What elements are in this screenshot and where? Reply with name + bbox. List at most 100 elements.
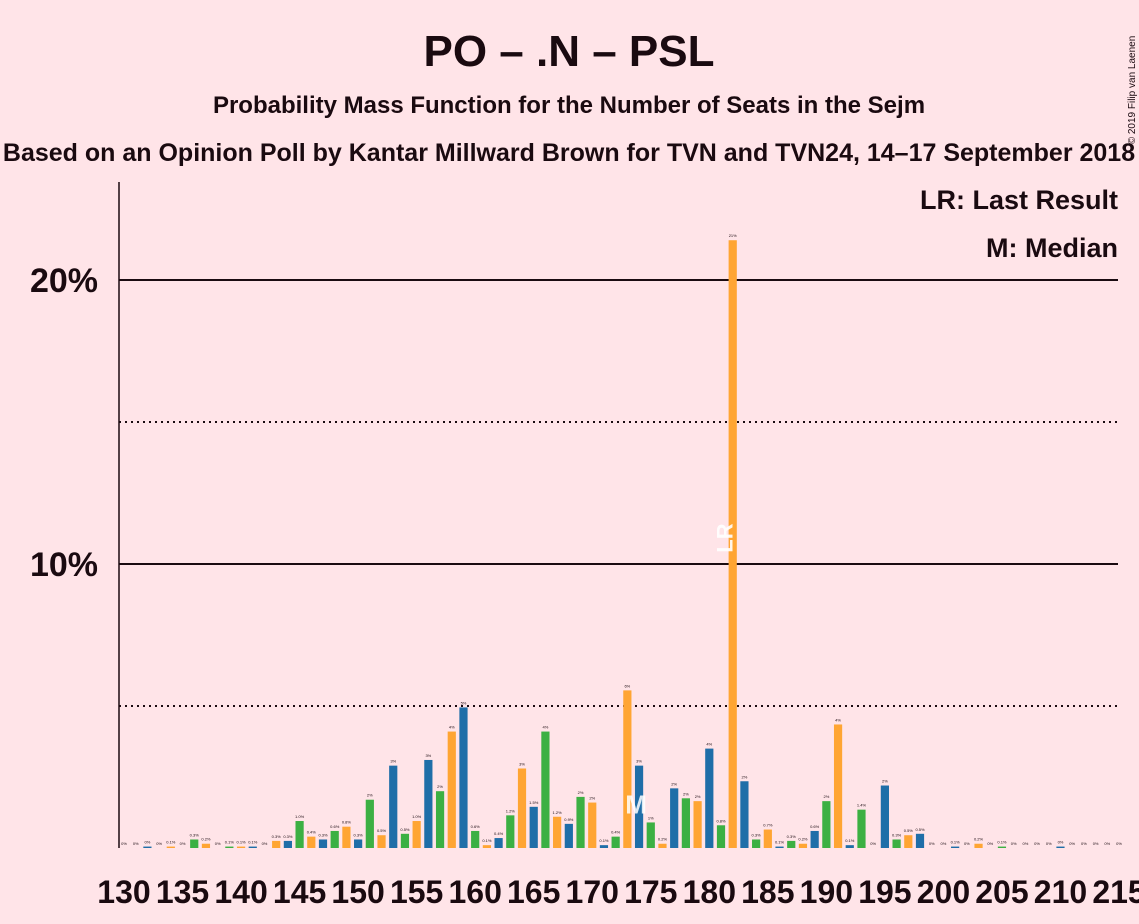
bar-data-label: 0%: [180, 841, 186, 846]
x-tick-label: 215: [1092, 874, 1139, 910]
bar-data-label: 2%: [578, 790, 584, 795]
bar: [634, 765, 644, 848]
bar-data-label: 5%: [461, 700, 467, 705]
bar-data-label: 0.3%: [283, 834, 293, 839]
bar: [541, 731, 550, 848]
x-tick-label: 165: [507, 874, 560, 910]
bar: [529, 806, 538, 848]
bar-data-label: 0.1%: [482, 838, 492, 843]
chart-subtitle: Probability Mass Function for the Number…: [213, 92, 925, 119]
bar: [951, 846, 960, 848]
bar: [857, 809, 866, 848]
bar-data-label: 0.8%: [342, 820, 352, 825]
bar: [517, 768, 527, 848]
bar-data-label: 0.1%: [248, 840, 258, 845]
bar-data-label: 0%: [1046, 841, 1052, 846]
bar: [845, 845, 854, 848]
legend-median: M: Median: [986, 233, 1118, 263]
y-axis-ticks: 10% 20%: [30, 262, 98, 584]
bar-data-label: 0%: [156, 841, 162, 846]
bar: [400, 833, 410, 848]
bar: [693, 801, 702, 848]
bar-data-label: 0.1%: [997, 840, 1007, 845]
bar: [1056, 846, 1065, 848]
bar: [283, 840, 292, 848]
bar: [201, 843, 211, 848]
bar: [166, 846, 175, 848]
bar-data-label: 0.1%: [166, 840, 176, 845]
bar-data-label: 0%: [1081, 841, 1087, 846]
x-tick-label: 180: [683, 874, 736, 910]
bar-data-label: 0.3%: [272, 834, 282, 839]
bar: [588, 802, 597, 848]
bar: [997, 846, 1007, 848]
x-tick-label: 135: [156, 874, 209, 910]
bar-data-label: 0.1%: [775, 840, 785, 845]
chart-title: PO – .N – PSL: [424, 27, 715, 76]
bar-data-label: 1.2%: [506, 808, 516, 813]
bar-data-label: 0.3%: [892, 832, 902, 837]
bar: [190, 839, 199, 848]
bar-data-label: 2%: [742, 774, 748, 779]
bar: [752, 839, 761, 848]
bar: [365, 799, 374, 848]
x-axis-ticks: 130 135 140 145 150 155 160 165 170 175 180 185 190 1…: [97, 874, 1139, 910]
copyright-notice: © 2019 Filip van Laenen: [1127, 36, 1138, 145]
bar: [354, 839, 363, 848]
bar-data-label: 3%: [519, 761, 525, 766]
x-tick-label: 145: [273, 874, 326, 910]
bar-data-label: 0.9%: [564, 817, 574, 822]
bars: [143, 240, 1065, 849]
bar: [646, 822, 655, 848]
bar: [424, 759, 433, 848]
last-result-marker: LR: [713, 523, 738, 552]
bar-data-label: 1.0%: [295, 814, 305, 819]
bar: [892, 839, 901, 848]
bar-data-label: 0.3%: [787, 834, 797, 839]
bar: [459, 707, 468, 848]
bar-data-label: 0.1%: [951, 840, 961, 845]
bar-data-label: 0.3%: [354, 832, 364, 837]
bar: [775, 846, 784, 848]
bar: [377, 835, 386, 848]
bar: [623, 690, 632, 848]
bar-data-label: 4%: [543, 725, 549, 730]
bar: [435, 791, 445, 848]
bar-data-label: 0%: [1069, 841, 1075, 846]
bar: [787, 840, 796, 848]
bar: [705, 748, 714, 848]
bar-data-label: 1.5%: [529, 800, 539, 805]
bar-data-label: 3%: [390, 759, 396, 764]
bar-data-label: 0.3%: [752, 832, 762, 837]
x-tick-label: 170: [566, 874, 619, 910]
bar-data-label: 0.6%: [471, 824, 481, 829]
bar-data-label: 0.1%: [236, 840, 246, 845]
bar: [599, 845, 609, 848]
bar: [822, 801, 831, 848]
bar: [974, 843, 983, 848]
x-tick-label: 140: [214, 874, 267, 910]
bar-data-label: 0.4%: [494, 831, 504, 836]
x-tick-label: 150: [331, 874, 384, 910]
bar: [880, 785, 889, 848]
bar: [658, 843, 667, 848]
bar: [330, 830, 339, 848]
bar-data-label: 0%: [1093, 841, 1099, 846]
bar: [506, 815, 515, 848]
bar: [904, 835, 913, 848]
bar-data-label: 0%: [964, 841, 970, 846]
bar: [471, 830, 480, 848]
bar: [342, 826, 351, 848]
bar: [716, 825, 726, 848]
bar-data-label: 0.1%: [845, 838, 855, 843]
bar-data-label: 0.2%: [798, 837, 808, 842]
bar: [728, 240, 737, 849]
bar-data-label: 2%: [437, 784, 443, 789]
x-tick-label: 155: [390, 874, 443, 910]
bar: [670, 788, 679, 848]
bar-data-label: 0%: [870, 841, 876, 846]
bar-data-label: 0%: [1022, 841, 1028, 846]
legend-last-result: LR: Last Result: [920, 185, 1118, 215]
y-tick-label: 20%: [30, 262, 98, 300]
